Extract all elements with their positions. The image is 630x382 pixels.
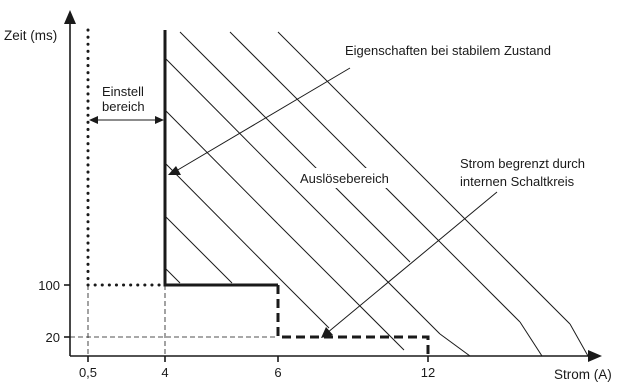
x-tick-label-6: 6 <box>274 365 281 380</box>
hatch-line <box>439 333 471 356</box>
hatch-line <box>277 31 403 157</box>
hatch-line <box>277 171 341 235</box>
hatch-line <box>519 321 543 356</box>
x-tick-label-0-5: 0,5 <box>79 365 97 380</box>
hatch-line <box>164 109 279 225</box>
y-axis-arrowhead <box>64 10 76 24</box>
steady-state-label: Eigenschaften bei stabilem Zustand <box>345 43 551 58</box>
y-axis-label: Zeit (ms) <box>4 28 57 43</box>
current-limited-label-line2: internen Schaltkreis <box>460 174 575 189</box>
axes <box>64 10 602 362</box>
x-tick-label-4: 4 <box>161 365 168 380</box>
hatch-line <box>164 57 279 173</box>
x-tick-label-12: 12 <box>421 365 435 380</box>
hatch-line <box>401 155 461 215</box>
current-limited-leader <box>321 191 498 338</box>
hatch-line <box>339 233 441 335</box>
hatch-line <box>229 31 355 157</box>
current-limited-label-bg <box>454 154 628 192</box>
einstell-label-line2: bereich <box>102 99 145 114</box>
steady-state-leader-arrowhead <box>168 166 181 175</box>
x-axis-label: Strom (A) <box>554 367 612 382</box>
trip-region-hatching <box>164 31 589 356</box>
hatch-line <box>569 323 589 356</box>
steady-state-characteristic <box>163 30 278 287</box>
trip-region-label: Auslösebereich <box>300 171 389 186</box>
hatch-line <box>164 162 279 278</box>
hatch-line <box>459 213 571 325</box>
current-limited-leader-arrowhead <box>321 327 333 338</box>
setting-range-arrow-left-head <box>89 116 98 124</box>
y-tick-label-100: 100 <box>38 278 60 293</box>
current-limited-label-line1: Strom begrenzt durch <box>460 156 585 171</box>
hatch-line <box>277 276 330 329</box>
y-tick-label-20: 20 <box>46 330 60 345</box>
steady-state-label-bg <box>340 40 586 60</box>
reference-lines <box>70 285 278 356</box>
trip-region-label-bg <box>296 168 402 188</box>
x-axis-arrowhead <box>588 350 602 362</box>
hatch-line <box>164 215 233 284</box>
hatch-line <box>164 267 181 284</box>
steady-state-leader <box>168 67 351 175</box>
setting-range-arrow-right-head <box>155 116 164 124</box>
current-limited-characteristic <box>276 285 430 356</box>
current-limited-leader-line <box>326 191 498 334</box>
hatch-line <box>179 31 305 157</box>
hatch-line <box>439 241 521 323</box>
setting-boundary <box>86 28 167 287</box>
einstell-label-line1: Einstell <box>102 84 144 99</box>
steady-state-leader-line <box>175 67 351 172</box>
setting-range-arrow <box>89 116 164 124</box>
hatch-line <box>277 223 405 351</box>
